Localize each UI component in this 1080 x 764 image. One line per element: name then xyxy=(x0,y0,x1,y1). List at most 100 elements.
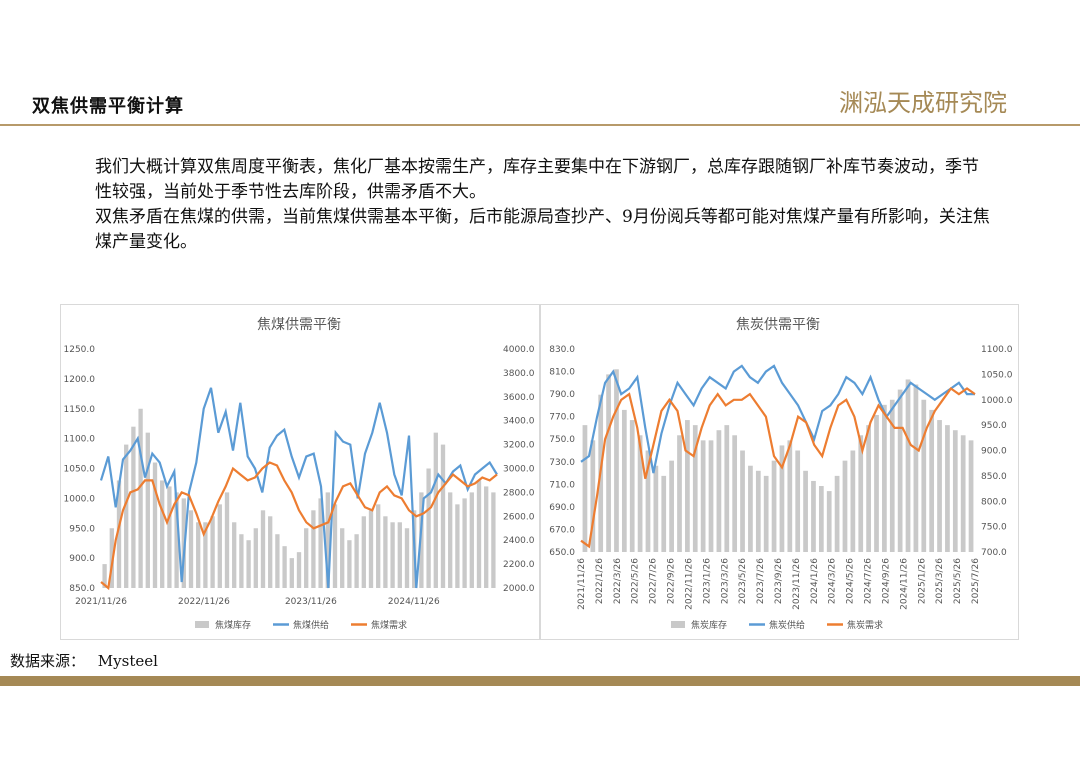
y-left-tick-label: 710.0 xyxy=(549,480,575,490)
inventory-bar xyxy=(582,425,588,552)
x-tick-label: 2023/1/26 xyxy=(702,558,712,604)
inventory-bar xyxy=(921,399,927,552)
inventory-bar xyxy=(224,492,230,588)
inventory-bar xyxy=(732,435,738,552)
y-right-tick-label: 800.0 xyxy=(981,497,1007,507)
inventory-bar xyxy=(210,516,215,588)
y-right-tick-label: 950.0 xyxy=(981,421,1007,431)
inventory-bar xyxy=(795,450,801,552)
inventory-bar xyxy=(368,510,374,588)
y-left-tick-label: 750.0 xyxy=(549,435,575,445)
x-tick-label: 2022/11/26 xyxy=(178,597,230,607)
inventory-bar xyxy=(700,440,706,552)
inventory-bar xyxy=(858,435,864,552)
x-tick-label: 2022/11/26 xyxy=(684,558,694,610)
y-right-tick-label: 4000.0 xyxy=(503,345,535,355)
inventory-bar xyxy=(131,426,136,588)
inventory-bar xyxy=(138,408,143,588)
inventory-bar xyxy=(145,432,150,588)
y-right-tick-label: 1100.0 xyxy=(981,345,1013,355)
inventory-bar xyxy=(645,450,651,552)
x-tick-label: 2024/11/26 xyxy=(899,558,909,610)
inventory-bar xyxy=(232,522,237,588)
inventory-bar xyxy=(268,516,273,588)
legend-label: 焦煤供给 xyxy=(293,619,329,631)
x-tick-label: 2025/3/26 xyxy=(935,558,945,604)
data-source-label: 数据来源： xyxy=(10,652,86,670)
inventory-bar xyxy=(383,516,388,588)
summary-paragraph-2: 双焦矛盾在焦煤的供需，当前焦煤供需基本平衡，后市能源局查抄产、9月份阅兵等都可能… xyxy=(95,207,990,252)
x-tick-label: 2022/7/26 xyxy=(649,558,659,604)
inventory-bar xyxy=(476,480,482,588)
inventory-bar xyxy=(217,504,222,588)
y-left-tick-label: 730.0 xyxy=(549,458,575,468)
x-tick-label: 2022/1/26 xyxy=(595,558,605,604)
inventory-bar xyxy=(253,528,258,588)
x-tick-label: 2023/3/26 xyxy=(720,558,730,604)
demand-series-line xyxy=(580,386,976,549)
y-left-tick-label: 790.0 xyxy=(549,390,575,400)
header-divider xyxy=(0,124,1080,126)
y-left-tick-label: 900.0 xyxy=(69,554,95,564)
inventory-bar xyxy=(606,374,611,552)
supply-series-line xyxy=(580,364,975,474)
inventory-bar xyxy=(897,389,903,552)
inventory-bar xyxy=(637,435,643,552)
y-right-tick-label: 3200.0 xyxy=(503,441,535,451)
supply-series-line xyxy=(99,387,498,589)
inventory-bar xyxy=(109,528,114,588)
y-right-tick-label: 750.0 xyxy=(981,523,1007,533)
y-left-tick-label: 650.0 xyxy=(549,548,575,558)
y-right-tick-label: 2600.0 xyxy=(503,512,535,522)
chart-title: 焦煤供需平衡 xyxy=(257,317,341,333)
inventory-bar xyxy=(318,498,323,588)
inventory-bar xyxy=(945,425,950,552)
inventory-bar xyxy=(952,430,958,552)
y-left-tick-label: 770.0 xyxy=(549,413,575,423)
x-tick-label: 2024/7/26 xyxy=(864,558,874,604)
inventory-bar xyxy=(246,540,251,588)
inventory-bar xyxy=(152,462,158,588)
inventory-bar xyxy=(590,440,596,552)
x-tick-label: 2022/3/26 xyxy=(613,558,623,604)
y-left-tick-label: 670.0 xyxy=(549,525,575,535)
inventory-bar xyxy=(462,498,467,588)
coke-chart: 焦炭供需平衡 650.0 670.0 690.0 710.0 730.0 750.0 770.… xyxy=(549,317,1013,631)
inventory-bar xyxy=(960,435,966,552)
inventory-bar xyxy=(669,460,674,552)
y-left-tick-label: 690.0 xyxy=(549,503,575,513)
inventory-bar xyxy=(834,475,840,552)
y-right-tick-label: 2200.0 xyxy=(503,560,535,570)
inventory-bar xyxy=(448,492,453,588)
page-title: 双焦供需平衡计算 xyxy=(32,96,184,117)
inventory-bar xyxy=(685,420,690,552)
inventory-bar xyxy=(325,492,330,588)
y-left-tick-label: 810.0 xyxy=(549,368,575,378)
y-right-tick-label: 2000.0 xyxy=(503,584,535,594)
y-right-tick-label: 850.0 xyxy=(981,472,1007,482)
y-left-tick-label: 1100.0 xyxy=(64,435,96,445)
legend-label: 焦炭需求 xyxy=(847,619,883,631)
inventory-bar xyxy=(433,432,438,588)
inventory-bar xyxy=(404,528,410,588)
inventory-bar xyxy=(289,558,294,588)
inventory-bar xyxy=(826,491,832,552)
legend-swatch-inventory xyxy=(671,621,685,628)
x-tick-label: 2023/11/26 xyxy=(792,558,802,610)
data-source-value: Mysteel xyxy=(97,652,158,670)
inventory-bar xyxy=(748,465,753,552)
inventory-bar xyxy=(850,450,856,552)
x-tick-label: 2023/9/26 xyxy=(774,558,784,604)
x-tick-label: 2024/1/26 xyxy=(810,558,820,604)
inventory-bar xyxy=(779,445,785,552)
inventory-bar xyxy=(629,420,635,552)
demand-series-line xyxy=(100,461,498,591)
inventory-bar xyxy=(661,475,667,552)
chart-title: 焦炭供需平衡 xyxy=(736,317,820,333)
legend-label: 焦炭库存 xyxy=(691,619,727,631)
inventory-bar xyxy=(716,430,722,552)
inventory-bar xyxy=(354,534,359,588)
y-right-tick-label: 3400.0 xyxy=(503,417,535,427)
inventory-bar xyxy=(874,414,879,552)
inventory-bar xyxy=(614,369,619,552)
